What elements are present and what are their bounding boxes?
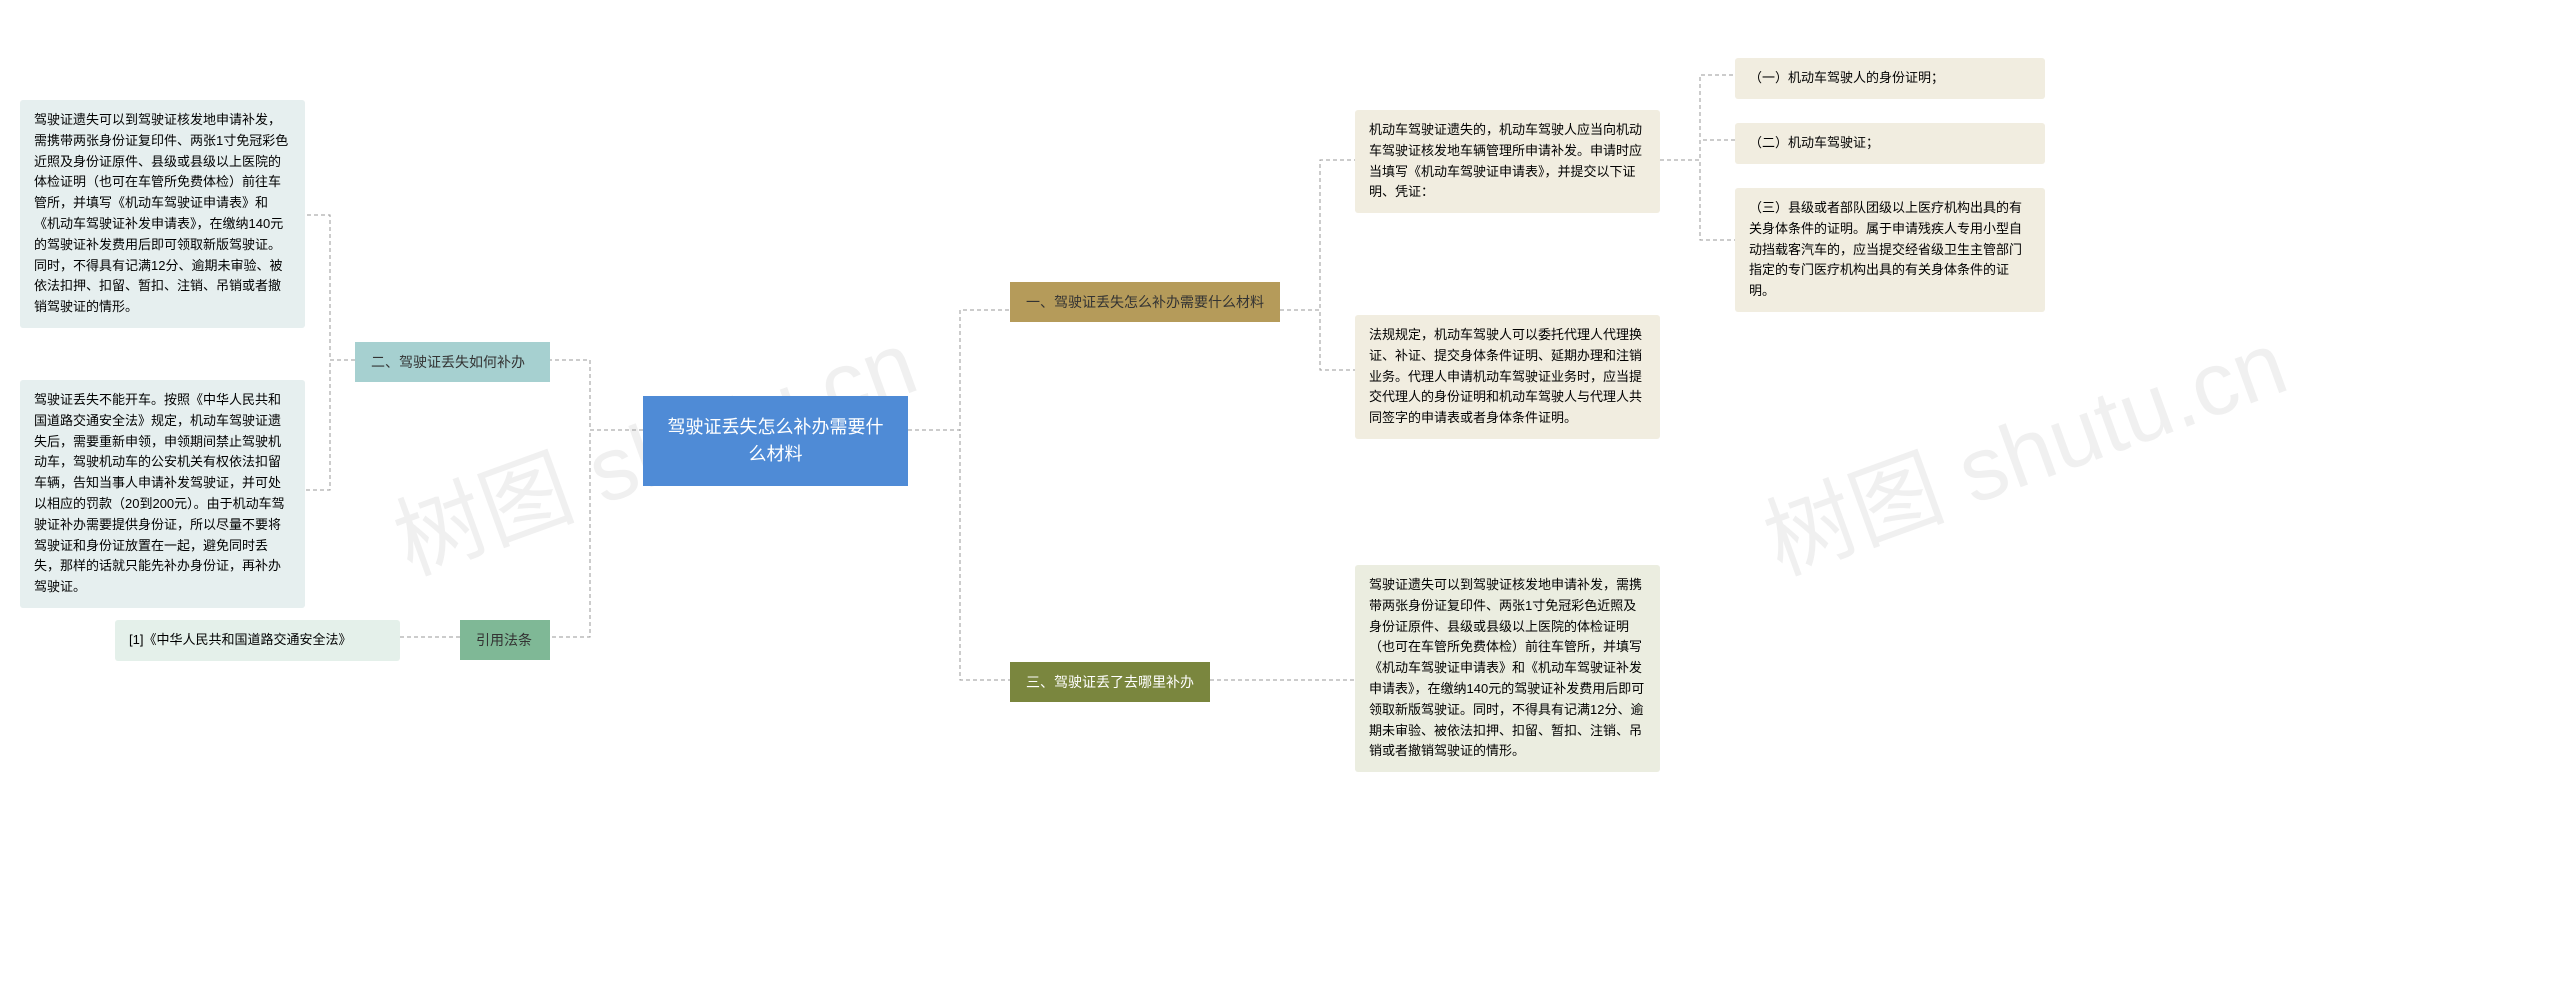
leaf-r3: 驾驶证遗失可以到驾驶证核发地申请补发，需携带两张身份证复印件、两张1寸免冠彩色近…	[1355, 565, 1660, 772]
branch-right-3: 三、驾驶证丢了去哪里补办	[1010, 662, 1210, 702]
leaf-r1-1-sub1: （一）机动车驾驶人的身份证明；	[1735, 58, 2045, 99]
leaf-l2-1: 驾驶证遗失可以到驾驶证核发地申请补发，需携带两张身份证复印件、两张1寸免冠彩色近…	[20, 100, 305, 328]
leaf-r1-1-sub3: （三）县级或者部队团级以上医疗机构出具的有关身体条件的证明。属于申请残疾人专用小…	[1735, 188, 2045, 312]
leaf-l2-2: 驾驶证丢失不能开车。按照《中华人民共和国道路交通安全法》规定，机动车驾驶证遗失后…	[20, 380, 305, 608]
leaf-r1-1-sub2: （二）机动车驾驶证；	[1735, 123, 2045, 164]
watermark-right: 树图 shutu.cn	[1744, 291, 2301, 600]
branch-left-4: 引用法条	[460, 620, 550, 660]
central-topic: 驾驶证丢失怎么补办需要什么材料	[643, 396, 908, 486]
leaf-l4: [1]《中华人民共和国道路交通安全法》	[115, 620, 400, 661]
leaf-r1-2: 法规规定，机动车驾驶人可以委托代理人代理换证、补证、提交身体条件证明、延期办理和…	[1355, 315, 1660, 439]
branch-right-1: 一、驾驶证丢失怎么补办需要什么材料	[1010, 282, 1280, 322]
connector-lines	[0, 0, 2560, 1008]
branch-left-2: 二、驾驶证丢失如何补办	[355, 342, 550, 382]
leaf-r1-1: 机动车驾驶证遗失的，机动车驾驶人应当向机动车驾驶证核发地车辆管理所申请补发。申请…	[1355, 110, 1660, 213]
